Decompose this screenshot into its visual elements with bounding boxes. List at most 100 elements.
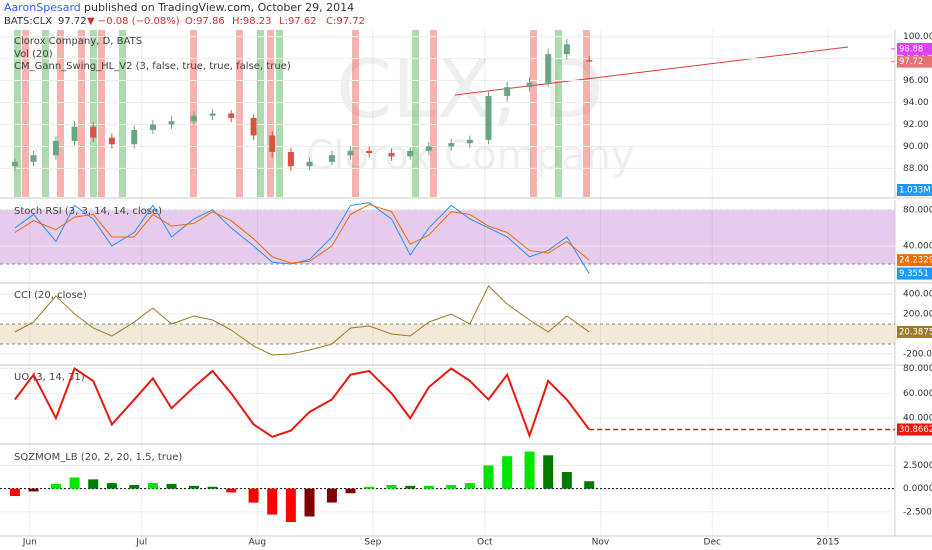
highlight: [257, 30, 264, 197]
panel-title: UO (3, 14, 31): [14, 372, 85, 383]
histogram-bar: [69, 477, 80, 489]
histogram-bar: [345, 488, 356, 494]
last-value-label-box: [897, 423, 932, 436]
candle-body: [250, 117, 257, 136]
highlight: [267, 30, 274, 197]
histogram-bar: [147, 483, 158, 489]
y-tick-label: 0.0000: [903, 484, 932, 494]
histogram-bar: [166, 484, 177, 489]
histogram-bar: [584, 481, 595, 489]
highlight: [276, 30, 283, 197]
histogram-bar: [483, 465, 494, 489]
y-tick-label: 80.0000: [903, 205, 932, 215]
close: C:97.72: [326, 16, 365, 27]
candle-body: [168, 121, 175, 125]
x-tick-label: Nov: [592, 538, 610, 548]
histogram-bar: [405, 485, 416, 489]
candle-body: [90, 126, 97, 138]
volume-label: 1.033M: [899, 186, 931, 196]
highlight: [583, 30, 590, 197]
histogram-bar: [226, 488, 237, 493]
candle-body: [11, 161, 18, 167]
open: O:97.86: [185, 16, 225, 27]
y-tick-label: 100.00: [903, 32, 932, 42]
watermark-symbol: CLX, D: [336, 43, 604, 136]
candle-body: [52, 140, 59, 156]
candle-body: [149, 124, 156, 130]
highlight: [57, 30, 64, 197]
highlight: [530, 30, 537, 197]
y-tick-label: 90.00: [903, 142, 929, 152]
last-value-label: 24.2329: [899, 256, 932, 266]
x-tick-label: Jun: [22, 538, 37, 548]
y-tick-label: 40.0000: [903, 241, 932, 251]
last-value-label-box: [897, 254, 932, 267]
highlight: [555, 30, 562, 197]
candle-body: [306, 161, 313, 167]
symbol: BATS:CLX: [4, 16, 52, 27]
histogram-bar: [386, 484, 397, 489]
histogram-bar: [285, 488, 296, 523]
highlight: [119, 30, 126, 197]
histogram-bar: [326, 488, 337, 503]
histogram-bar: [423, 485, 434, 489]
candle-body: [504, 87, 511, 96]
y-tick-label: 2.5000: [903, 461, 932, 471]
histogram-bar: [129, 484, 140, 489]
high: H:98.23: [232, 16, 272, 27]
y-tick-label: 40.0000: [903, 414, 932, 424]
last-value-label-box: [897, 267, 932, 280]
panel-title: Clorox Company, D, BATS: [14, 36, 142, 47]
y-tick-label: 80.0000: [903, 364, 932, 374]
histogram-bar: [9, 488, 20, 497]
candle-body: [448, 143, 455, 147]
y-tick-label: -200.0000: [903, 350, 932, 360]
histogram-bar: [50, 484, 61, 489]
histogram-bar: [267, 488, 278, 515]
candle-body: [586, 60, 593, 62]
histogram-bar: [543, 455, 554, 489]
candle-body: [269, 135, 276, 152]
highlight: [42, 30, 49, 197]
last-value-label: 9.3551: [899, 269, 929, 279]
x-tick-label: Jul: [135, 538, 147, 548]
candle-body: [71, 126, 78, 141]
x-tick-label: Aug: [249, 538, 267, 548]
candle-body: [563, 44, 570, 55]
last-value-label: 30.8662: [899, 425, 932, 435]
price-label-box: [897, 42, 932, 55]
histogram-bar: [524, 451, 535, 489]
x-tick-label: Oct: [477, 538, 493, 548]
band: [0, 324, 895, 344]
candle-body: [328, 155, 335, 162]
highlight: [430, 30, 437, 197]
candle-body: [190, 115, 197, 122]
candle-body: [407, 150, 414, 157]
candle-body: [526, 82, 533, 88]
highlight: [78, 30, 85, 197]
panel-subtitle: CM_Gann_Swing_HL_V2 (3, false, true, tru…: [14, 61, 291, 72]
candle-body: [209, 113, 216, 116]
histogram-bar: [446, 484, 457, 489]
highlight: [352, 30, 359, 197]
price-label: 98.88: [899, 44, 923, 54]
price-label: 97.72: [899, 57, 923, 67]
panel-subtitle: Vol (20): [14, 49, 53, 60]
histogram-bar: [207, 486, 218, 489]
candle-body: [30, 155, 37, 162]
y-tick-label: 60.0000: [903, 389, 932, 399]
highlight: [14, 30, 21, 197]
last-value-label-box: [897, 325, 932, 338]
candle-body: [131, 129, 138, 145]
last-price: 97.72: [58, 16, 87, 27]
candle-body: [545, 54, 552, 83]
author: AaronSpesard: [4, 1, 81, 14]
candle-body: [228, 113, 235, 118]
histogram-bar: [561, 471, 572, 489]
y-tick-label: 200.0000: [903, 310, 932, 320]
panel-title: SQZMOM_LB (20, 2, 20, 1.5, true): [14, 452, 182, 463]
y-tick-label: -2.5000: [903, 507, 932, 517]
price-label-box: [897, 55, 932, 68]
